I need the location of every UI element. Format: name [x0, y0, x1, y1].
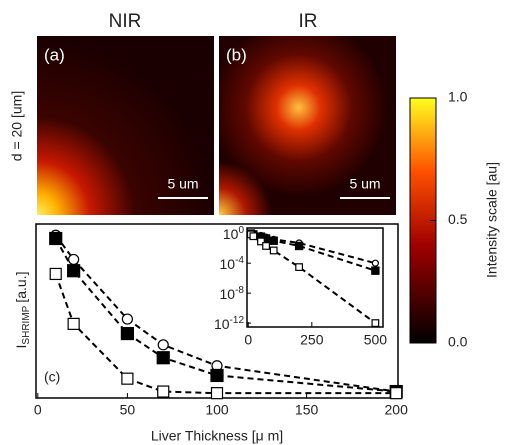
marker [269, 236, 278, 245]
x-tick-label: 500 [364, 332, 388, 348]
marker [390, 387, 403, 400]
marker [67, 317, 80, 330]
marker [371, 266, 380, 275]
y-axis-label: ISHRIMP [a.u.] [13, 272, 32, 349]
y-tick-label: 10-8 [220, 285, 245, 302]
x-tick-label: 0 [244, 332, 252, 348]
x-tick-label: 0 [34, 402, 42, 418]
panel-tag: (a) [44, 45, 65, 64]
marker [49, 267, 62, 281]
marker [68, 253, 80, 266]
marker [257, 237, 265, 246]
marker [210, 387, 224, 400]
marker [67, 264, 81, 278]
scalebar-label: 5 um [349, 176, 380, 192]
scalebar-label: 5 um [167, 176, 198, 192]
colorbar-tick-label: 1.0 [448, 89, 468, 105]
marker [295, 263, 304, 271]
panel-title: IR [299, 11, 318, 32]
x-tick-label: 250 [300, 332, 324, 348]
marker [121, 372, 134, 385]
panel-tag: (b) [226, 45, 247, 64]
y-tick-label: 10-12 [214, 315, 244, 332]
y-axis-label-part: [a.u.] [13, 272, 29, 303]
panel-title: NIR [109, 11, 142, 32]
marker [120, 326, 134, 341]
marker [49, 231, 63, 246]
x-tick-label: 100 [205, 402, 229, 418]
marker [121, 313, 133, 325]
marker [294, 241, 304, 251]
marker [371, 319, 380, 327]
marker [262, 242, 270, 250]
heatmap-ir-corner [219, 36, 396, 215]
marker [157, 339, 169, 351]
marker [156, 351, 170, 365]
y-axis-label-part: I [13, 345, 29, 349]
marker [371, 259, 379, 267]
x-axis-label: Liver Thickness [μ m] [151, 428, 283, 444]
colorbar-tick-label: 0.5 [448, 211, 468, 227]
x-tick-label: 50 [120, 402, 136, 418]
heatmap-nir [37, 36, 214, 215]
marker [249, 232, 258, 241]
series-line [54, 273, 397, 395]
x-tick-label: 150 [295, 402, 319, 418]
x-tick-label: 200 [385, 402, 409, 418]
y-tick-label: 10-4 [220, 255, 245, 272]
colorbar-tick-label: 0.0 [448, 334, 468, 350]
marker [157, 385, 170, 398]
marker [269, 246, 278, 255]
row-label: d = 20 [um] [9, 91, 25, 161]
y-tick-label: 100 [223, 225, 245, 242]
panel-tag: (c) [44, 369, 60, 385]
marker [210, 368, 224, 383]
y-axis-label-part: SHRIMP [21, 305, 32, 344]
colorbar-label: Intensity scale [au] [484, 162, 500, 278]
